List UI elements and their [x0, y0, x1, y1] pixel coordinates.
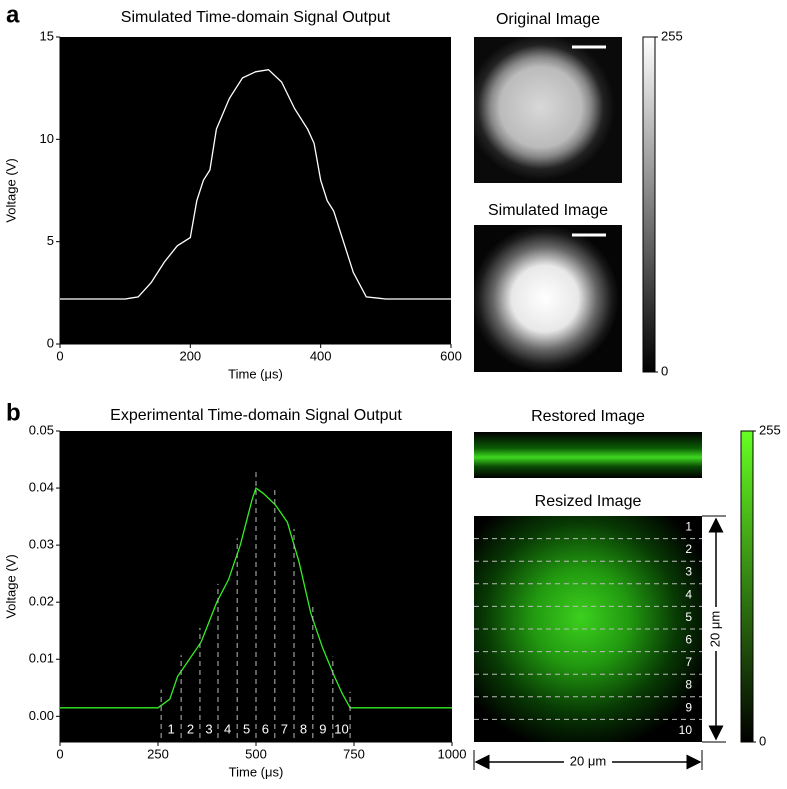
row-label: 10	[679, 723, 693, 737]
image	[474, 432, 702, 478]
segment-label: 5	[243, 721, 250, 736]
row-label: 8	[685, 678, 692, 692]
x-axis-label: Time (μs)	[229, 764, 284, 779]
y-tick-label: 5	[47, 233, 54, 248]
x-axis-label: Time (μs)	[228, 366, 283, 381]
x-tick-label: 600	[440, 348, 462, 363]
y-tick-label: 0.02	[29, 594, 54, 609]
x-tick-label: 0	[56, 348, 63, 363]
image-title: Simulated Image	[488, 202, 608, 219]
colorbar	[642, 36, 656, 373]
y-tick-label: 15	[40, 28, 54, 43]
image-title: Resized Image	[535, 493, 642, 510]
row-label: 2	[685, 542, 692, 556]
x-tick-label: 250	[147, 746, 169, 761]
y-tick-label: 0.01	[29, 651, 54, 666]
segment-label: 2	[187, 721, 194, 736]
y-tick-label: 0.00	[29, 708, 54, 723]
panel-label: b	[6, 399, 21, 426]
row-label: 7	[685, 655, 692, 669]
plot-area	[60, 431, 452, 742]
row-label: 1	[685, 519, 692, 533]
segment-label: 9	[319, 721, 326, 736]
y-tick-label: 0.05	[29, 422, 54, 437]
image	[474, 225, 622, 372]
signal-line	[60, 69, 451, 300]
label-bg	[706, 607, 726, 651]
x-tick-label: 500	[245, 746, 267, 761]
plot-area	[60, 37, 451, 344]
colorbar-tick-label: 0	[759, 733, 766, 748]
colorbar-tick-label: 0	[661, 363, 668, 378]
segment-label: 10	[334, 721, 348, 736]
chart-title: Experimental Time-domain Signal Output	[110, 407, 402, 424]
segment-label: 6	[262, 721, 269, 736]
y-tick-label: 0	[47, 335, 54, 350]
segment-label: 7	[281, 721, 288, 736]
y-axis-label: Voltage (V)	[3, 158, 18, 222]
row-label: 9	[685, 700, 692, 714]
colorbar-tick-label: 255	[759, 422, 781, 437]
scale-label: 20 μm	[570, 753, 606, 768]
segment-label: 4	[224, 721, 231, 736]
segment-label: 8	[300, 721, 307, 736]
x-tick-label: 1000	[438, 746, 467, 761]
x-tick-label: 200	[179, 348, 201, 363]
image	[474, 37, 622, 183]
y-tick-label: 10	[40, 131, 54, 146]
row-label: 5	[685, 610, 692, 624]
image-title: Original Image	[496, 11, 600, 28]
segment-label: 3	[205, 721, 212, 736]
segment-label: 1	[168, 721, 175, 736]
label-bg	[564, 753, 612, 771]
panel-label: a	[6, 1, 20, 28]
colorbar	[740, 430, 754, 743]
row-label: 6	[685, 632, 692, 646]
y-tick-label: 0.03	[29, 537, 54, 552]
y-tick-label: 0.04	[29, 480, 54, 495]
scale-label: 20 μm	[707, 611, 722, 647]
image-title: Restored Image	[531, 408, 645, 425]
x-tick-label: 750	[343, 746, 365, 761]
y-axis-label: Voltage (V)	[3, 554, 18, 618]
row-label: 4	[685, 587, 692, 601]
x-tick-label: 400	[310, 348, 332, 363]
colorbar-tick-label: 255	[661, 28, 683, 43]
chart-title: Simulated Time-domain Signal Output	[121, 9, 391, 26]
x-tick-label: 0	[56, 746, 63, 761]
row-label: 3	[685, 565, 692, 579]
